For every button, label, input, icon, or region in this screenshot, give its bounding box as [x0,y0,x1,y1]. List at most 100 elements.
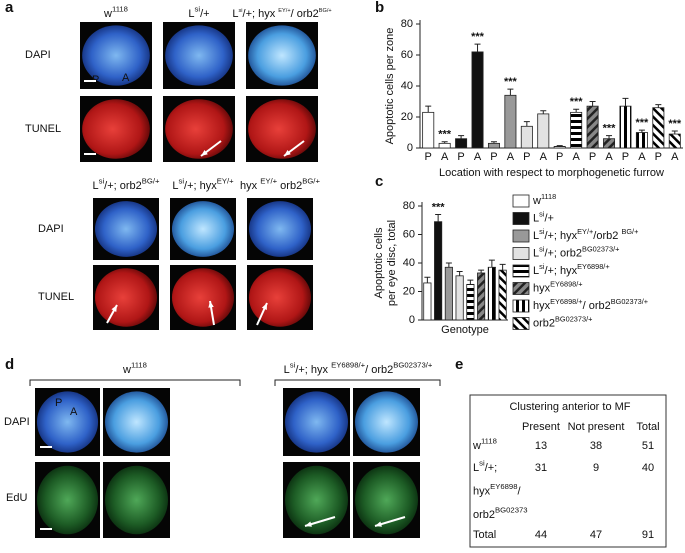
superscript: 1118 [112,5,128,14]
table-cell: 51 [642,440,654,452]
text-segment: orb2 [473,509,495,521]
text-segment: orb2 [533,317,555,329]
bar [635,132,648,149]
genotype-label: Lsi/+; hyx EY/+/ orb2BG/+ [232,8,331,20]
x-tick-label: P [622,151,629,163]
arrow-head [111,305,117,312]
text-segment: /+; hyx [544,230,577,242]
bar [466,283,475,321]
tissue [285,391,348,453]
superscript: EY6898/+ [577,262,609,271]
y-axis-title: Apoptotic cells per zone [384,28,396,145]
bar [603,138,616,149]
text-segment: /+; hyx [243,8,279,20]
tissue [355,391,418,453]
error-bar [573,108,580,113]
error-bar [456,271,463,276]
x-axis-title: Location with respect to morphogenetic f… [439,167,664,179]
row-label: Total [473,529,496,541]
arrow-head [305,521,312,527]
superscript: 1118 [131,361,147,370]
y-tick-label: 60 [403,228,415,240]
y-tick-label: 40 [401,80,413,92]
x-tick-label: P [523,151,530,163]
y-tick-label: 20 [401,111,413,123]
bar [570,111,583,149]
x-tick-label: A [540,151,548,163]
text-segment: /+ [200,8,209,20]
x-tick-label: A [671,151,679,163]
y-tick-label: 60 [401,49,413,61]
error-bar [425,105,432,113]
legend-swatch [512,317,530,330]
x-tick-label: P [425,151,432,163]
bar [537,113,550,149]
significance: *** [570,96,584,108]
significance: *** [504,76,518,88]
legend-label: Lsi/+; hyxEY/+/orb2 BG/+ [533,227,638,242]
arrow-head [261,303,267,310]
superscript: BG02373/+ [582,244,619,253]
panel-label: a [5,0,14,16]
superscript: BG02373/+ [555,314,592,323]
superscript: BG/+ [621,227,638,236]
y-tick-label: 80 [403,200,415,212]
bar [444,266,453,321]
legend-swatch [512,247,530,260]
text-segment: hyx [533,282,551,294]
text-segment: L [533,265,539,277]
text-segment: / orb2 [365,364,393,376]
legend-label: Lsi/+ [533,209,554,224]
error-bar [606,135,613,139]
arrow-head [201,149,208,156]
bar [422,111,435,149]
stain-label: EdU [6,492,27,504]
text-segment: L [473,462,479,474]
marker: P [55,397,62,409]
text-segment: Total [473,529,496,541]
error-bar [523,121,530,127]
bar [487,266,496,321]
scale-bar [40,528,52,530]
superscript: 1118 [541,192,556,201]
scale-bar [40,446,52,448]
column-header: Present [522,421,560,433]
superscript: EY/+ [278,8,290,14]
text-segment: L [188,8,194,20]
x-tick-label: A [474,151,482,163]
superscript: EY6898/+ [331,361,365,370]
x-tick-label: A [507,151,515,163]
x-tick-label: A [572,151,580,163]
panel-label: e [455,356,463,373]
error-bar [435,214,442,222]
bar [434,221,443,321]
arrow-head [208,301,214,308]
superscript: EY6898/+ [550,297,582,306]
bar [619,105,632,149]
genotype-label: w1118 [103,5,128,20]
legend-label: w1118 [532,192,556,207]
legend-swatch [512,212,530,225]
text-segment: /+ [544,212,553,224]
x-tick-label: P [589,151,596,163]
panel-label: d [5,356,14,373]
bar [586,105,599,149]
text-segment: /+; orb2 [104,180,142,192]
superscript: BG02373 [495,506,527,515]
bar [668,133,681,149]
legend-swatch [512,299,530,313]
error-bar [458,135,465,139]
text-segment: hyx [240,180,260,192]
text-segment: /+; hyx [184,180,217,192]
tissue [248,99,316,159]
superscript: si [99,177,105,186]
legend-label: hyxEY6898/+ [533,279,583,294]
table-cell: 47 [590,529,602,541]
x-axis-title: Genotype [441,324,489,336]
marker: A [122,72,130,84]
legend-label: orb2BG02373/+ [533,314,592,329]
marker: P [92,74,99,86]
error-bar [507,88,514,96]
tissue [165,99,233,159]
stain-label: TUNEL [25,123,61,135]
